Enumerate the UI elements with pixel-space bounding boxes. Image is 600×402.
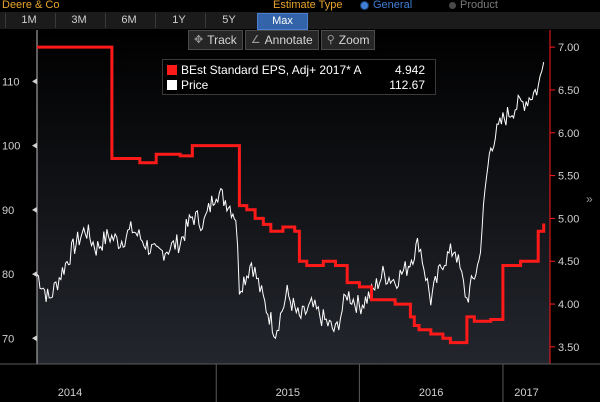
x-axis: 2014 2015 2016 2017 [58, 364, 539, 402]
right-tick-label: 4.50 [558, 256, 579, 268]
tab-3m[interactable]: 3M [55, 13, 102, 28]
x-tick-label: 2017 [514, 387, 538, 399]
pencil-icon: ∠ [250, 34, 261, 46]
left-tick-marker [32, 78, 37, 85]
legend-swatch-price [167, 80, 177, 90]
x-tick-label: 2014 [58, 387, 82, 399]
x-axis-band [0, 364, 600, 402]
legend-value-eps: 4.942 [394, 63, 425, 77]
left-tick-label: 70 [2, 333, 14, 345]
tab-max[interactable]: Max [257, 13, 308, 30]
left-tick-label: 80 [2, 269, 14, 281]
right-tick-label: 5.50 [558, 171, 579, 183]
left-tick-marker [32, 335, 37, 342]
series-group [36, 45, 546, 345]
tab-5y[interactable]: 5Y [205, 13, 252, 28]
x-tick-label: 2015 [276, 387, 300, 399]
range-tab-bar: 1M 3M 6M 1Y 5Y Max [0, 12, 600, 30]
right-tick-label: 4.00 [558, 299, 579, 311]
eps-series-line [37, 45, 546, 345]
track-button[interactable]: ✥ Track [188, 30, 243, 50]
zoom-label: Zoom [338, 33, 370, 47]
chart-legend: BEst Standard EPS, Adj+ 2017* A 4.942 Pr… [162, 59, 436, 95]
legend-row-price[interactable]: Price 112.67 [167, 78, 431, 92]
annotate-button[interactable]: ∠ Annotate [244, 30, 319, 50]
left-y-axis: 70 80 90 100 110 [2, 76, 37, 345]
left-tick-label: 110 [2, 76, 20, 88]
tab-6m[interactable]: 6M [105, 13, 152, 28]
left-tick-marker [32, 206, 37, 213]
estimate-type-label: Estimate Type [273, 0, 343, 11]
left-tick-marker [32, 271, 37, 278]
left-tick-label: 100 [2, 141, 20, 153]
magnifier-icon: ⚲ [326, 34, 335, 46]
chart-toolbar: ✥ Track ∠ Annotate ⚲ Zoom [188, 30, 377, 50]
expand-panel-icon[interactable]: » [586, 192, 593, 206]
price-series-line [36, 61, 545, 340]
right-tick-label: 6.00 [558, 128, 579, 140]
right-tick-label: 5.00 [558, 213, 579, 225]
left-tick-label: 90 [2, 205, 14, 217]
left-tick-marker [32, 142, 37, 149]
estimate-product-label[interactable]: Product [460, 0, 498, 11]
zoom-button[interactable]: ⚲ Zoom [320, 30, 376, 50]
right-tick-label: 6.50 [558, 85, 579, 97]
tab-1y[interactable]: 1Y [155, 13, 202, 28]
legend-name-eps: BEst Standard EPS, Adj+ 2017* A [181, 63, 362, 77]
right-tick-label: 3.50 [558, 342, 579, 354]
right-tick-label: 7.00 [558, 42, 579, 54]
legend-value-price: 112.67 [389, 78, 425, 92]
right-y-axis: 3.50 4.00 4.50 5.00 5.50 6.00 6.50 7.00 [550, 42, 579, 354]
tab-1m[interactable]: 1M [5, 13, 52, 28]
track-label: Track [207, 33, 237, 47]
estimate-general-label[interactable]: General [373, 0, 413, 11]
estimate-product-radio[interactable] [449, 2, 456, 9]
security-title: Deere & Co [2, 0, 60, 11]
legend-swatch-eps [167, 65, 177, 75]
annotate-label: Annotate [264, 33, 313, 47]
crosshair-icon: ✥ [194, 34, 204, 46]
legend-name-price: Price [181, 78, 209, 92]
estimate-general-radio[interactable] [361, 2, 368, 9]
top-bar: Deere & Co Estimate Type General Product [0, 0, 600, 12]
x-tick-label: 2016 [419, 387, 443, 399]
legend-row-eps[interactable]: BEst Standard EPS, Adj+ 2017* A 4.942 [167, 63, 431, 77]
